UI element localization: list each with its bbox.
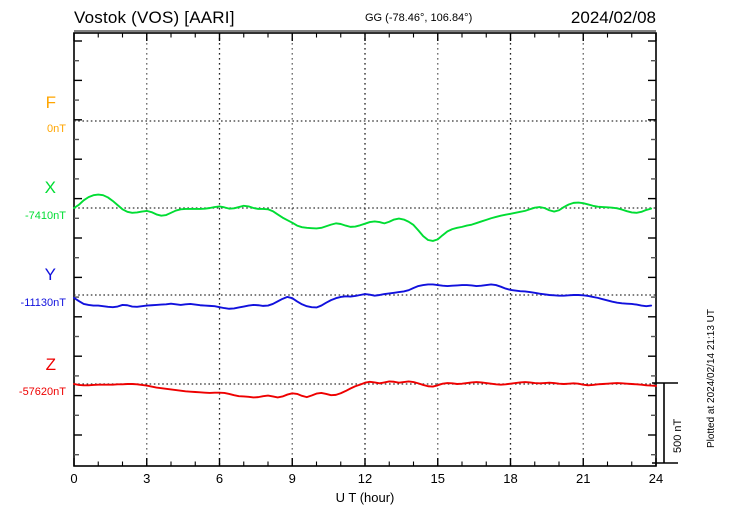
scale-bar-caption: 500 nT (672, 418, 684, 453)
x-tick-label-15: 15 (430, 471, 445, 486)
component-baseline-value-F: 0nT (47, 123, 66, 135)
grid-layer (146, 33, 584, 466)
trace-layer (73, 193, 657, 399)
x-axis-title: U T (hour) (335, 490, 395, 505)
x-tick-label-6: 6 (215, 471, 224, 486)
trace-Y (73, 283, 653, 310)
x-tick-label-9: 9 (288, 471, 296, 486)
component-letter-Z: Z (45, 355, 56, 374)
plotted-timestamp: Plotted at 2024/02/14 21:13 UT (706, 309, 717, 448)
component-baseline-value-Z: -57620nT (18, 386, 66, 398)
geographic-coordinates: GG (-78.46°, 106.84°) (365, 12, 473, 24)
tick-marks (73, 33, 657, 466)
trace-Z (73, 380, 657, 399)
component-letter-F: F (45, 93, 56, 112)
x-tick-label-21: 21 (576, 471, 591, 486)
trace-X (73, 193, 653, 242)
x-tick-label-18: 18 (503, 471, 518, 486)
x-tick-label-12: 12 (357, 471, 373, 486)
component-baseline-value-Y: -11130nT (20, 297, 66, 309)
component-baseline-value-X: -7410nT (25, 210, 66, 222)
component-letter-X: X (44, 178, 56, 197)
station-title: Vostok (VOS) [AARI] (74, 8, 235, 27)
scale-bar (652, 382, 678, 464)
date-label: 2024/02/08 (570, 8, 656, 27)
component-letter-Y: Y (44, 265, 56, 284)
x-tick-label-0: 0 (70, 471, 78, 486)
x-tick-label-24: 24 (648, 471, 664, 486)
x-tick-label-3: 3 (143, 471, 151, 486)
